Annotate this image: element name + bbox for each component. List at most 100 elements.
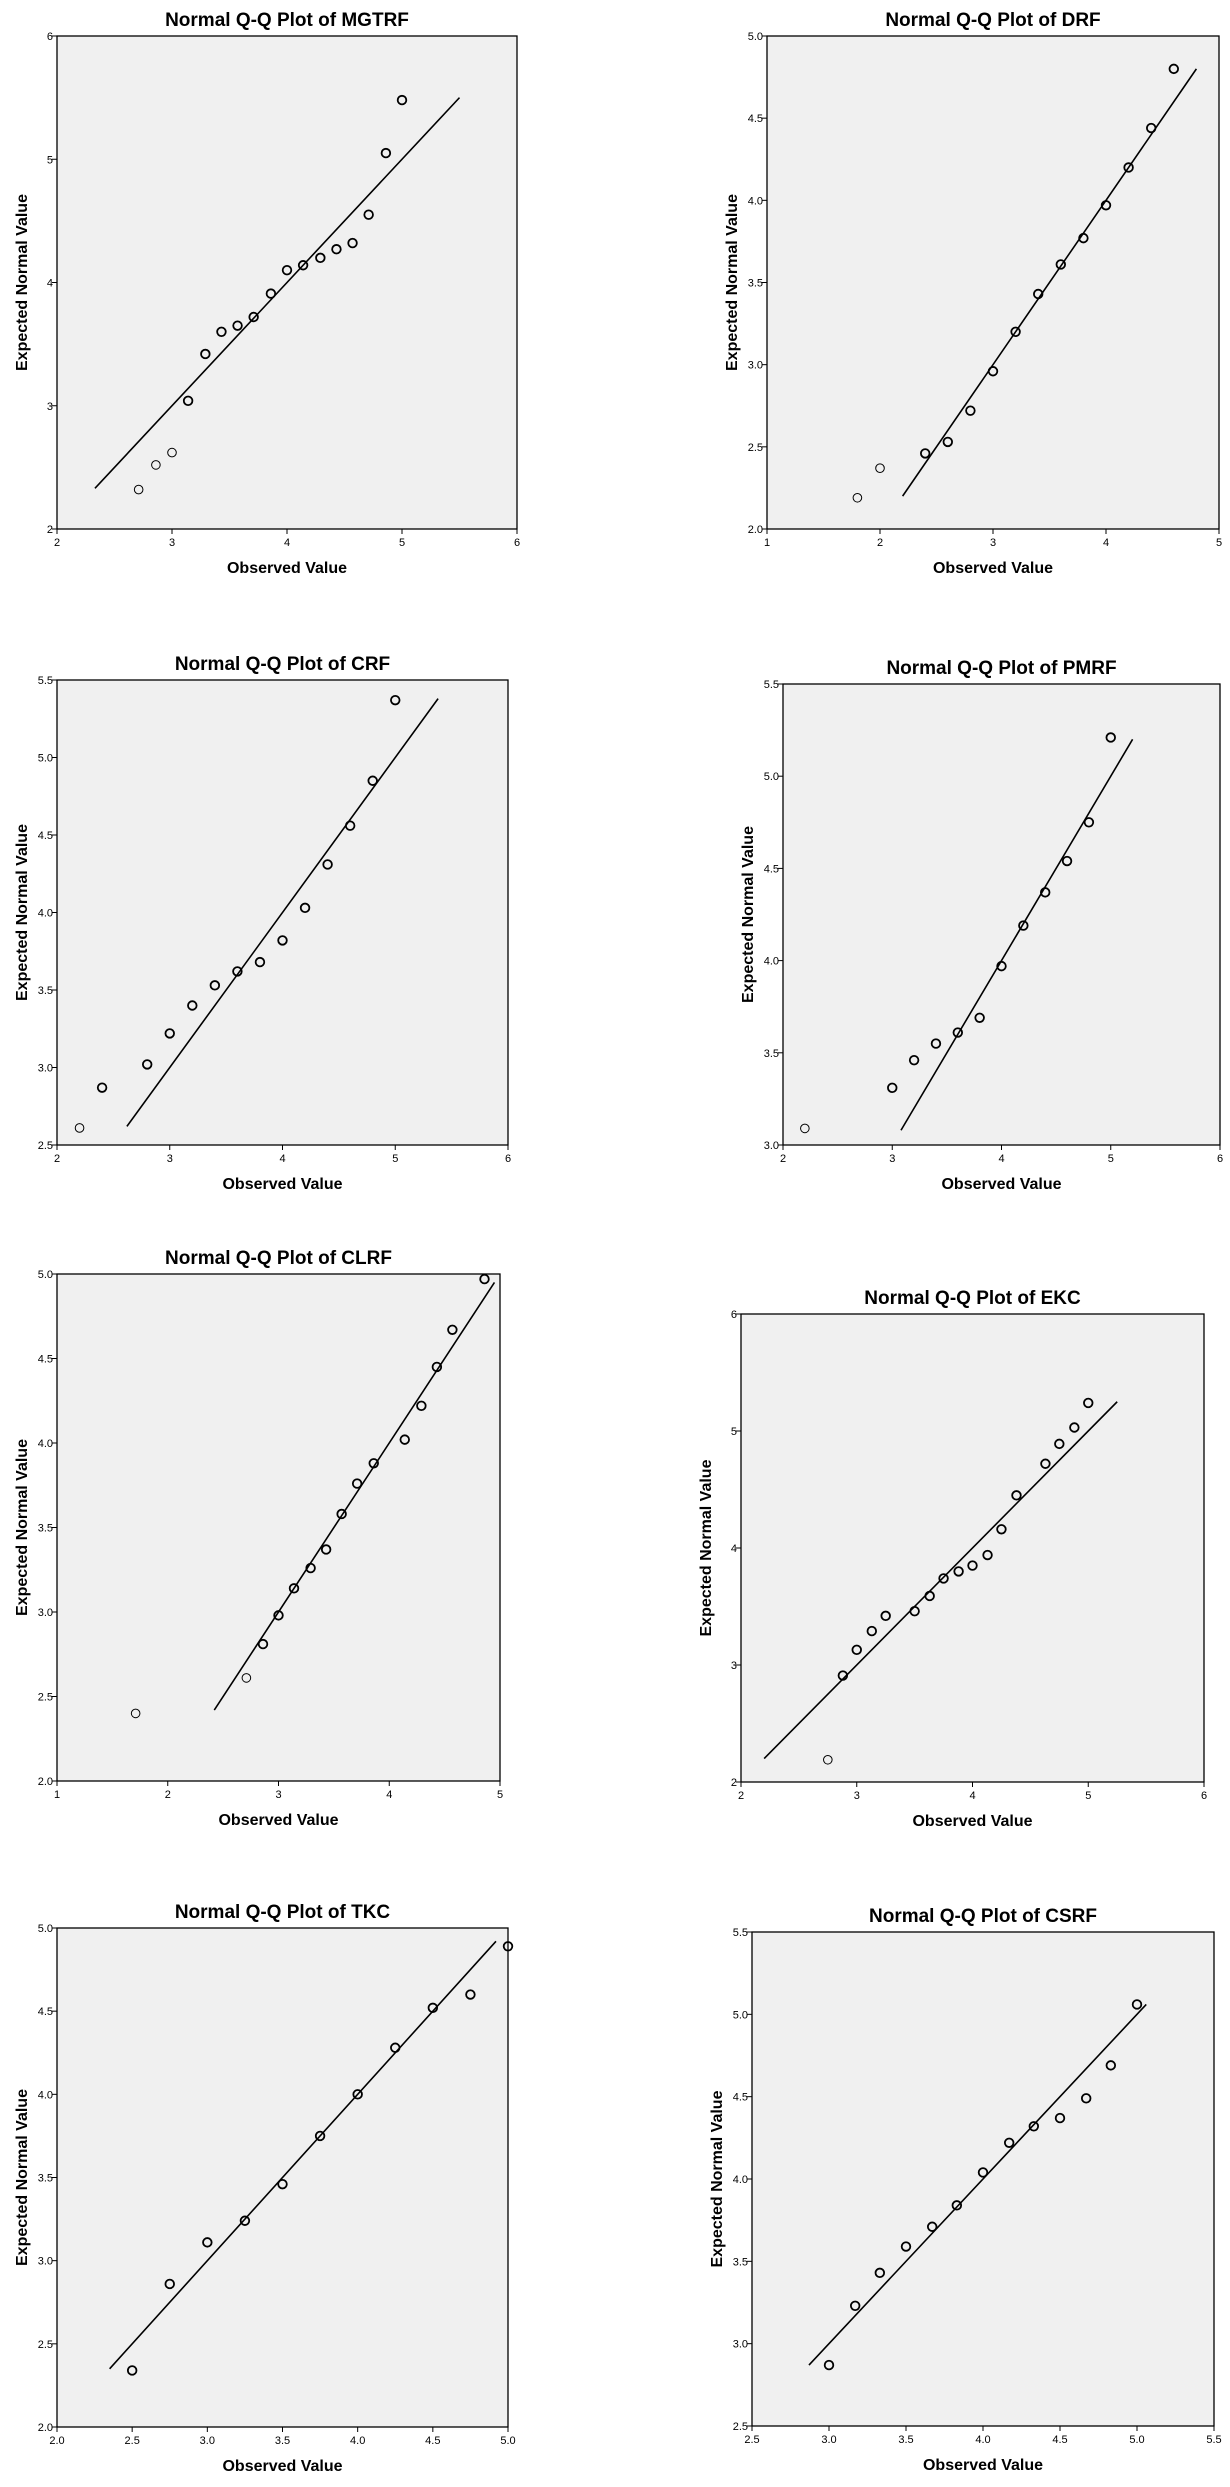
y-tick-label: 4.5 [38,2006,53,2018]
data-point [1168,63,1180,75]
data-point [875,463,885,473]
y-tick-label: 5.0 [733,2009,748,2021]
data-point [1040,1458,1051,1469]
y-tick-label: 3 [731,1660,737,1672]
data-point [297,260,309,271]
y-axis-label: Expected Normal Value [709,2090,726,2267]
data-point [257,1638,269,1650]
x-tick-label: 2 [738,1790,744,1802]
y-tick-label: 4.0 [38,2089,53,2101]
data-point [1010,326,1021,338]
y-axis-label: Expected Normal Value [698,1459,715,1636]
y-tick-label: 4.5 [38,830,53,842]
data-point [1018,920,1029,931]
x-tick-label: 1 [764,537,770,549]
y-tick-label: 4 [731,1543,737,1555]
data-point [380,147,392,159]
x-axis-label: Observed Value [227,560,347,577]
plot-area [56,1273,501,1782]
y-tick-label: 5 [731,1426,737,1438]
data-point [202,2237,213,2248]
data-point [849,2300,861,2311]
x-axis-label: Observed Value [912,1813,1032,1830]
data-point [315,252,326,264]
data-point [241,1673,252,1683]
data-point [277,2178,288,2190]
data-point [431,1361,443,1373]
x-tick-label: 2 [54,537,60,549]
x-tick-label: 3 [889,1153,895,1165]
data-point [182,395,194,407]
x-axis-label: Observed Value [941,1176,1061,1193]
y-tick-label: 2.5 [38,1692,53,1704]
x-tick-label: 2.5 [744,2434,759,2446]
reference-line [808,2003,1147,2366]
data-point [74,1123,85,1133]
x-tick-label: 5.0 [500,2435,515,2447]
data-point [866,1625,877,1637]
data-point [299,902,311,914]
data-point [977,2167,989,2178]
data-point [938,1573,949,1584]
data-point [1083,817,1095,828]
data-point [344,820,356,831]
x-tick-label: 5.5 [1206,2434,1221,2446]
data-point [1033,288,1044,300]
data-point [320,1544,332,1555]
y-tick-label: 5.0 [748,31,763,43]
data-point [281,264,293,276]
data-point [900,2241,912,2252]
x-tick-label: 6 [514,537,520,549]
x-tick-label: 5 [1108,1153,1114,1165]
x-axis-label: Observed Value [933,560,1053,577]
data-point [447,1324,458,1335]
qq-plot-4: Normal Q-Q Plot of CLRF 1 2 3 4 5 2.0 2.5 3.0 3.5… [14,1248,503,1829]
data-point [216,326,227,338]
y-tick-label: 5.5 [733,1927,748,1939]
data-point [133,484,144,495]
x-tick-label: 5 [392,1153,398,1165]
reference-line [901,68,1198,497]
chart-title: Normal Q-Q Plot of PMRF [886,658,1116,679]
data-point [254,956,266,968]
x-tick-label: 6 [1201,1790,1207,1802]
data-point [996,960,1007,972]
data-point [887,1082,898,1094]
data-point [322,859,333,870]
y-tick-label: 2 [47,524,53,536]
y-tick-label: 4.0 [748,195,763,207]
data-point [1105,2060,1117,2071]
x-tick-label: 3 [854,1790,860,1802]
x-tick-label: 4 [279,1153,285,1165]
y-tick-label: 4.5 [764,863,779,875]
data-point [314,2130,326,2142]
y-tick-label: 2.0 [748,524,763,536]
x-tick-label: 2 [877,537,883,549]
data-point [232,966,243,977]
y-tick-label: 3.5 [748,278,763,290]
y-tick-label: 3.0 [733,2339,748,2351]
x-tick-label: 1 [54,1789,60,1801]
x-tick-label: 3 [275,1789,281,1801]
data-point [837,1670,849,1681]
data-point [1061,855,1073,867]
x-tick-label: 6 [505,1153,511,1165]
data-point [1080,2093,1092,2104]
data-point [967,1560,978,1571]
data-point [996,1524,1007,1535]
x-tick-label: 5.0 [1129,2434,1144,2446]
x-tick-label: 4.0 [975,2434,990,2446]
y-tick-label: 5.0 [38,1269,53,1281]
y-tick-label: 4.5 [733,2092,748,2104]
qq-plot-0: Normal Q-Q Plot of MGTRF 2 3 4 5 6 2 3 4 5 6 Observ… [14,10,520,577]
data-point [232,320,243,331]
data-point [974,1012,985,1023]
x-tick-label: 3.5 [898,2434,913,2446]
data-point [953,1566,964,1577]
data-point [919,448,931,459]
data-point [336,1508,347,1520]
data-point [399,1434,410,1445]
chart-title: Normal Q-Q Plot of DRF [885,10,1100,31]
data-point [1028,2121,1040,2132]
x-tick-label: 3.5 [275,2435,290,2447]
